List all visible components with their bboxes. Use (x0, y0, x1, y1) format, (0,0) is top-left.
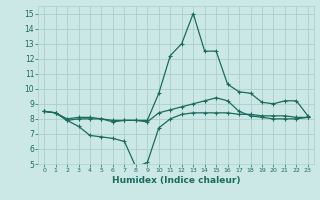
X-axis label: Humidex (Indice chaleur): Humidex (Indice chaleur) (112, 176, 240, 185)
